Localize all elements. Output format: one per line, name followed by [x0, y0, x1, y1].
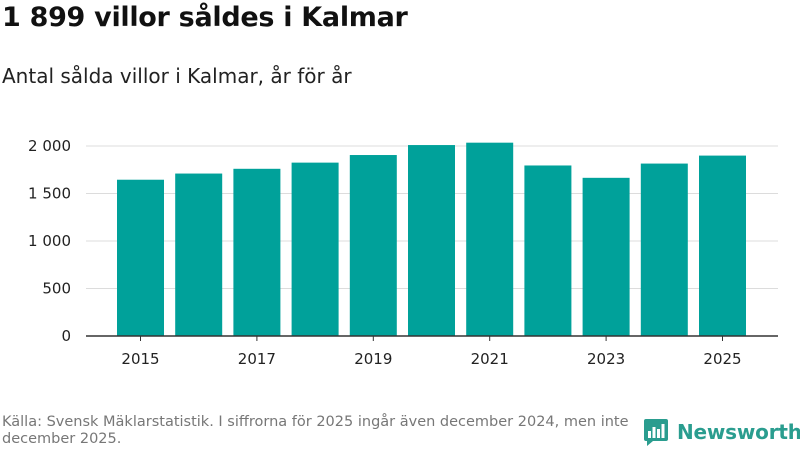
newsworthy-logo-text: Newsworthy — [677, 420, 800, 444]
bar-2019 — [349, 155, 397, 336]
newsworthy-logo: Newsworthy — [643, 417, 800, 447]
source-note: Källa: Svensk Mäklarstatistik. I siffror… — [2, 414, 629, 447]
bar-2020 — [408, 145, 455, 336]
bar-2015 — [117, 179, 164, 336]
y-tick-label: 0 — [61, 327, 71, 345]
bar-2017 — [233, 168, 281, 336]
bar-2018 — [291, 162, 339, 336]
x-tick-label: 2015 — [121, 350, 159, 368]
bar-2023 — [582, 177, 630, 336]
x-tick-label: 2019 — [354, 350, 392, 368]
bars — [117, 142, 746, 336]
x-axis-ticks: 2015 2017 2019 2021 2023 2025 — [121, 336, 742, 368]
bar-2016 — [175, 173, 223, 336]
bar-2022 — [524, 165, 572, 336]
x-tick-label: 2025 — [703, 350, 741, 368]
chart-subtitle: Antal sålda villor i Kalmar, år för år — [2, 64, 352, 88]
newsworthy-logo-icon — [644, 419, 668, 446]
x-tick-label: 2021 — [471, 350, 509, 368]
y-tick-label: 2 000 — [28, 137, 71, 155]
y-tick-label: 500 — [42, 280, 71, 298]
bar-2024 — [640, 163, 688, 336]
bar-2021 — [466, 142, 514, 336]
bar-2025 — [699, 155, 746, 336]
chart-title: 1 899 villor såldes i Kalmar — [2, 2, 408, 33]
x-tick-label: 2023 — [587, 350, 625, 368]
y-tick-label: 1 500 — [28, 185, 71, 203]
x-tick-label: 2017 — [238, 350, 276, 368]
y-tick-label: 1 000 — [28, 232, 71, 250]
y-axis-ticks: 0 500 1 000 1 500 2 000 — [28, 137, 71, 345]
